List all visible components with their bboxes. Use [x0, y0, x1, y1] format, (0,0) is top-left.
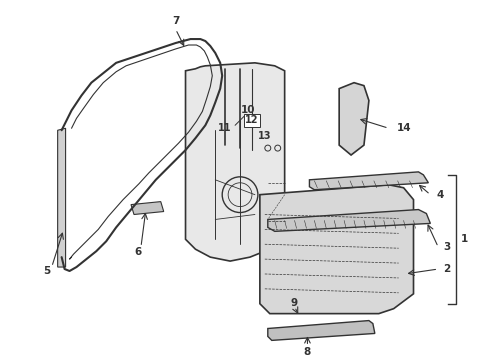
- Text: 13: 13: [258, 131, 271, 141]
- Polygon shape: [131, 202, 164, 215]
- Text: 11: 11: [219, 123, 232, 133]
- Polygon shape: [260, 185, 414, 314]
- Text: 8: 8: [304, 347, 311, 357]
- Polygon shape: [58, 128, 66, 267]
- Text: 2: 2: [443, 264, 450, 274]
- Text: 1: 1: [461, 234, 468, 244]
- Text: 7: 7: [172, 16, 179, 26]
- Text: 5: 5: [43, 266, 50, 276]
- Polygon shape: [268, 320, 375, 341]
- Text: 10: 10: [241, 105, 255, 116]
- Polygon shape: [186, 63, 285, 261]
- Polygon shape: [309, 172, 428, 190]
- Text: 12: 12: [245, 115, 259, 125]
- Text: 4: 4: [436, 190, 443, 200]
- Text: 3: 3: [443, 242, 450, 252]
- Text: 9: 9: [291, 298, 298, 308]
- Text: 14: 14: [397, 123, 411, 133]
- Polygon shape: [268, 210, 430, 231]
- Polygon shape: [339, 83, 369, 155]
- Text: 6: 6: [134, 247, 142, 257]
